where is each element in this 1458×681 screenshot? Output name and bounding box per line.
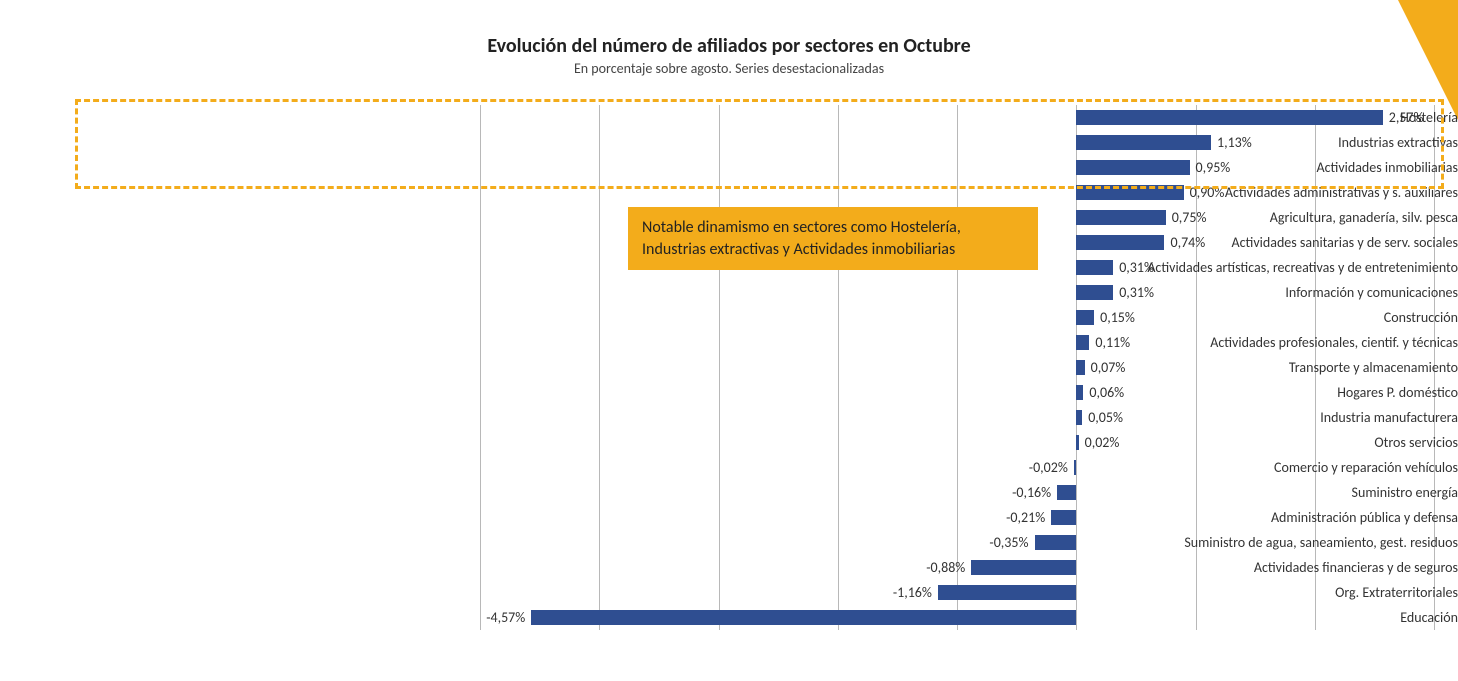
value-label: -0,21% bbox=[1006, 511, 1045, 525]
category-label: Agricultura, ganadería, silv. pesca bbox=[990, 211, 1458, 225]
gridline bbox=[957, 105, 958, 630]
value-label: -0,88% bbox=[926, 561, 965, 575]
value-label: 0,05% bbox=[1088, 411, 1123, 425]
gridline bbox=[480, 105, 481, 630]
category-label: Hogares P. doméstico bbox=[990, 386, 1458, 400]
category-label: Industria manufacturera bbox=[990, 411, 1458, 425]
bar bbox=[971, 560, 1076, 575]
category-label: Actividades profesionales, cientif. y té… bbox=[990, 336, 1458, 350]
category-label: Transporte y almacenamiento bbox=[990, 361, 1458, 375]
bar bbox=[938, 585, 1076, 600]
value-label: 0,15% bbox=[1100, 311, 1135, 325]
category-label: Información y comunicaciones bbox=[990, 286, 1458, 300]
value-label: -0,16% bbox=[1012, 486, 1051, 500]
bar bbox=[1076, 235, 1164, 250]
value-label: 0,06% bbox=[1089, 386, 1124, 400]
corner-decoration bbox=[1398, 0, 1458, 120]
value-label: -4,57% bbox=[486, 611, 525, 625]
bar bbox=[1076, 385, 1083, 400]
gridline bbox=[719, 105, 720, 630]
value-label: 0,31% bbox=[1119, 286, 1154, 300]
bar bbox=[1076, 210, 1165, 225]
chart-area: Hostelería2,57%Industrias extractivas1,1… bbox=[0, 105, 1458, 630]
bar bbox=[1076, 185, 1183, 200]
bar bbox=[1076, 360, 1084, 375]
bar bbox=[1057, 485, 1076, 500]
bar bbox=[1076, 160, 1189, 175]
value-label: 0,95% bbox=[1196, 161, 1231, 175]
bar bbox=[1076, 260, 1113, 275]
category-label: Otros servicios bbox=[990, 436, 1458, 450]
value-label: 0,74% bbox=[1170, 236, 1205, 250]
bar bbox=[1035, 535, 1077, 550]
value-label: 0,75% bbox=[1172, 211, 1207, 225]
value-label: -0,35% bbox=[989, 536, 1028, 550]
category-label: Construcción bbox=[990, 311, 1458, 325]
category-label: Actividades sanitarias y de serv. social… bbox=[990, 236, 1458, 250]
bar bbox=[1076, 285, 1113, 300]
bar bbox=[1074, 460, 1076, 475]
bar bbox=[1076, 110, 1382, 125]
value-label: 2,57% bbox=[1389, 111, 1424, 125]
category-label: Actividades artísticas, recreativas y de… bbox=[990, 261, 1458, 275]
value-label: 1,13% bbox=[1217, 136, 1252, 150]
value-label: 0,02% bbox=[1085, 436, 1120, 450]
gridline bbox=[838, 105, 839, 630]
value-label: 0,31% bbox=[1119, 261, 1154, 275]
value-label: -1,16% bbox=[893, 586, 932, 600]
bar bbox=[1076, 410, 1082, 425]
value-label: 0,07% bbox=[1091, 361, 1126, 375]
gridline bbox=[599, 105, 600, 630]
bar bbox=[1076, 335, 1089, 350]
value-label: 0,90% bbox=[1190, 186, 1225, 200]
chart-subtitle: En porcentaje sobre agosto. Series deses… bbox=[0, 60, 1458, 77]
bar bbox=[1076, 135, 1211, 150]
bar bbox=[1076, 310, 1094, 325]
value-label: 0,11% bbox=[1095, 336, 1130, 350]
bar bbox=[1076, 435, 1078, 450]
chart-title: Evolución del número de afiliados por se… bbox=[0, 34, 1458, 58]
bar bbox=[531, 610, 1076, 625]
callout-box: Notable dinamismo en sectores como Hoste… bbox=[628, 207, 1038, 270]
chart-titles: Evolución del número de afiliados por se… bbox=[0, 0, 1458, 77]
page: Evolución del número de afiliados por se… bbox=[0, 0, 1458, 681]
bar bbox=[1051, 510, 1076, 525]
value-label: -0,02% bbox=[1029, 461, 1068, 475]
